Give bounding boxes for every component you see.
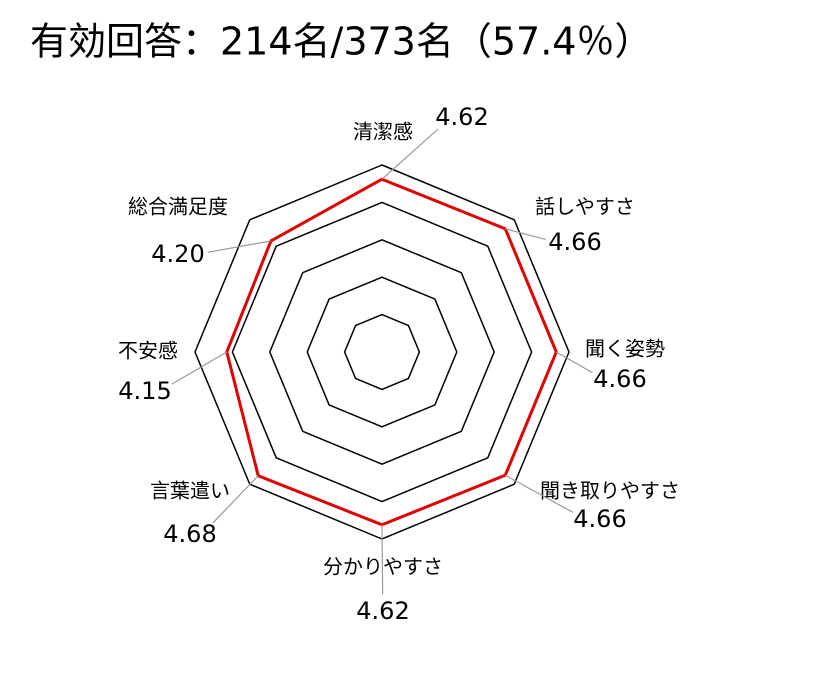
category-label: 清潔感 [353, 120, 413, 144]
category-label: 言葉遣い [150, 479, 230, 503]
value-label: 4.66 [573, 505, 626, 533]
grid-ring [306, 276, 458, 428]
chart-title: 有効回答：214名/373名（57.4％） [30, 20, 652, 64]
leader-line [381, 128, 439, 180]
leader-line [212, 475, 259, 524]
value-label: 4.62 [435, 103, 488, 131]
value-label: 4.15 [118, 377, 171, 405]
leader-line [381, 524, 384, 595]
value-label: 4.66 [548, 228, 601, 256]
value-label: 4.20 [151, 240, 204, 268]
value-label: 4.68 [163, 520, 216, 548]
data-line [225, 177, 558, 527]
grid-ring [343, 313, 421, 391]
category-label: 総合満足度 [128, 195, 228, 219]
leader-line [504, 474, 574, 513]
value-label: 4.66 [593, 365, 646, 393]
category-label: 聞き取りやすさ [540, 479, 680, 503]
value-label: 4.62 [356, 597, 409, 625]
leader-line [171, 351, 228, 385]
leader-line [505, 228, 546, 240]
grid-ring [231, 201, 533, 503]
category-label: 話しやすさ [535, 195, 635, 219]
leader-line [207, 240, 272, 253]
category-label: 聞く姿勢 [585, 337, 665, 361]
leader-line [555, 351, 593, 374]
grid-ring [268, 238, 496, 466]
category-label: 不安感 [118, 339, 178, 363]
